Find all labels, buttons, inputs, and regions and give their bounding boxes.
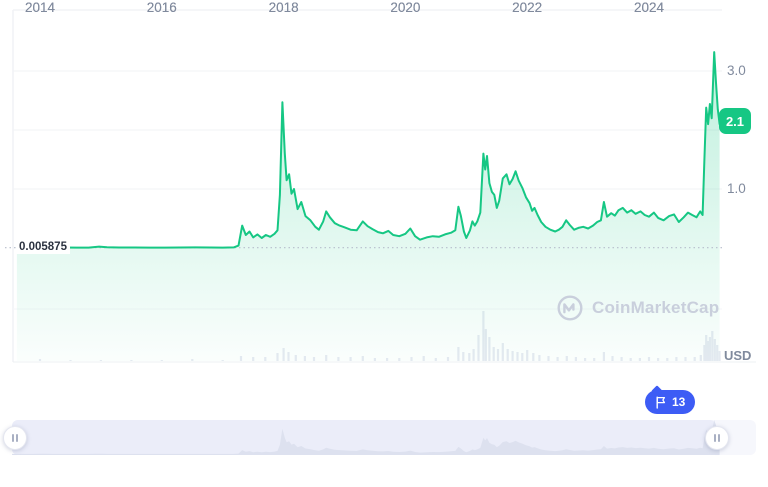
current-price-badge: 2.1 bbox=[719, 108, 751, 134]
timeline-navigator[interactable] bbox=[12, 420, 756, 455]
year-label-2020: 2020 bbox=[390, 0, 421, 15]
year-label-2022: 2022 bbox=[512, 0, 543, 15]
year-label-2018: 2018 bbox=[268, 0, 299, 15]
unit-label: USD bbox=[724, 348, 752, 363]
year-label-2014: 2014 bbox=[24, 0, 56, 15]
year-label-2016: 2016 bbox=[146, 0, 177, 15]
events-flag-badge[interactable]: 13 bbox=[645, 390, 696, 414]
year-label-2014: 2014 bbox=[24, 0, 56, 15]
watermark-text: CoinMarketCap bbox=[592, 298, 720, 317]
y-axis-label-3.0: 3.0 bbox=[727, 63, 746, 78]
navigator-handle-left[interactable] bbox=[3, 426, 27, 450]
year-label-2024: 2024 bbox=[633, 0, 665, 15]
watermark: CoinMarketCap bbox=[556, 294, 719, 322]
coinmarketcap-logo-icon bbox=[556, 294, 584, 322]
flag-count: 13 bbox=[672, 395, 686, 409]
year-label-2018: 2018 bbox=[268, 0, 299, 15]
year-label-2024: 2024 bbox=[633, 0, 665, 15]
start-price-label: 0.005875 bbox=[16, 240, 70, 254]
flag-icon bbox=[655, 396, 667, 409]
year-label-2016: 2016 bbox=[146, 0, 177, 15]
year-label-2022: 2022 bbox=[512, 0, 543, 15]
year-label-2020: 2020 bbox=[390, 0, 421, 15]
navigator-handle-right[interactable] bbox=[705, 426, 729, 450]
y-axis-label-1.0: 1.0 bbox=[727, 181, 746, 196]
